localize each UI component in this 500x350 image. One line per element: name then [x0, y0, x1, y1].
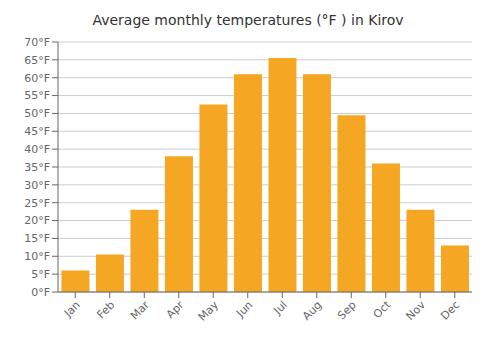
svg-text:20°F: 20°F	[24, 214, 50, 227]
svg-text:0°F: 0°F	[31, 286, 50, 299]
svg-text:Feb: Feb	[94, 298, 117, 321]
svg-text:Nov: Nov	[404, 298, 429, 323]
svg-text:70°F: 70°F	[24, 36, 50, 49]
svg-text:Sep: Sep	[335, 298, 359, 322]
svg-text:10°F: 10°F	[24, 250, 50, 263]
svg-text:Dec: Dec	[438, 298, 462, 322]
svg-text:Jul: Jul	[271, 298, 290, 317]
svg-text:Apr: Apr	[164, 298, 187, 321]
svg-text:35°F: 35°F	[24, 161, 50, 174]
svg-text:Jun: Jun	[233, 298, 255, 320]
svg-text:15°F: 15°F	[24, 232, 50, 245]
svg-text:May: May	[196, 298, 222, 324]
svg-text:50°F: 50°F	[24, 107, 50, 120]
svg-text:55°F: 55°F	[24, 89, 50, 102]
html-text:Average monthly temperatures (: Average monthly temperatures (°F ) in Ki…	[92, 12, 404, 28]
svg-text:5°F: 5°F	[31, 268, 50, 281]
svg-text:40°F: 40°F	[24, 143, 50, 156]
svg-text:Jan: Jan	[61, 298, 83, 320]
svg-text:Aug: Aug	[300, 298, 324, 322]
svg-text:25°F: 25°F	[24, 197, 50, 210]
svg-text:30°F: 30°F	[24, 179, 50, 192]
svg-text:45°F: 45°F	[24, 125, 50, 138]
svg-text:65°F: 65°F	[24, 54, 50, 67]
svg-text:60°F: 60°F	[24, 72, 50, 85]
svg-text:Oct: Oct	[371, 298, 394, 321]
svg-text:Mar: Mar	[128, 298, 152, 322]
